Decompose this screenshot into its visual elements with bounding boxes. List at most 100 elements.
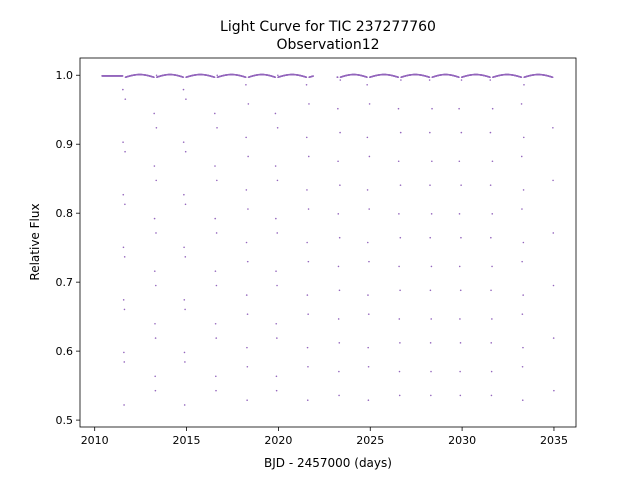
data-point: [489, 76, 491, 78]
data-point: [244, 76, 247, 79]
y-axis: 0.5 0.6 0.7 0.8 0.9 1.0: [56, 69, 80, 427]
data-point: [182, 76, 185, 78]
data-point: [368, 103, 371, 105]
data-point: [215, 284, 218, 287]
data-point: [398, 213, 400, 215]
data-point: [430, 370, 432, 373]
data-point: [306, 294, 309, 296]
data-point: [215, 232, 218, 234]
data-point: [520, 103, 523, 105]
data-point: [553, 389, 555, 392]
y-tick-label: 0.7: [56, 276, 74, 289]
data-point: [397, 107, 400, 110]
data-point: [428, 79, 431, 81]
data-point: [182, 141, 185, 143]
data-point: [245, 189, 248, 191]
data-point: [491, 107, 494, 110]
data-point: [339, 131, 341, 134]
data-point: [552, 337, 555, 339]
data-point: [123, 308, 126, 311]
data-point: [522, 241, 525, 244]
data-point: [307, 208, 310, 210]
data-point: [275, 389, 278, 392]
data-point: [458, 107, 460, 110]
data-point: [521, 260, 523, 263]
data-point: [155, 74, 158, 77]
data-point: [307, 260, 310, 263]
data-point: [489, 131, 492, 134]
data-point: [458, 76, 460, 79]
data-point: [459, 289, 462, 292]
data-point: [183, 193, 185, 196]
data-point: [184, 150, 187, 153]
data-point: [337, 265, 340, 268]
data-point: [523, 84, 525, 86]
data-point: [399, 184, 402, 186]
data-point: [397, 160, 400, 163]
data-point: [459, 394, 462, 397]
data-point: [155, 127, 158, 129]
data-point: [307, 313, 309, 315]
data-point: [398, 370, 401, 373]
data-point: [367, 346, 369, 349]
data-points: [101, 73, 555, 406]
data-point: [459, 342, 462, 344]
data-point: [491, 265, 493, 268]
data-point: [552, 127, 554, 129]
data-point: [184, 361, 186, 363]
data-point: [121, 75, 124, 77]
data-point: [367, 365, 370, 368]
data-point: [183, 299, 186, 301]
y-axis-label: Relative Flux: [28, 203, 42, 280]
data-point: [429, 184, 431, 186]
data-point: [459, 318, 461, 320]
data-point: [214, 217, 217, 220]
data-point: [490, 236, 492, 239]
data-point: [276, 179, 279, 182]
data-point: [276, 232, 279, 234]
data-point: [399, 342, 401, 344]
data-point: [308, 103, 310, 105]
data-point: [338, 370, 340, 373]
data-point: [246, 313, 249, 315]
data-point: [124, 98, 127, 100]
data-point: [520, 155, 523, 158]
data-point: [275, 270, 277, 272]
data-point: [154, 337, 157, 339]
data-point: [338, 342, 341, 344]
data-point: [274, 165, 277, 167]
data-point: [153, 165, 156, 167]
data-point: [153, 76, 155, 79]
data-point: [521, 208, 523, 210]
data-point: [339, 184, 341, 186]
data-point: [153, 217, 156, 220]
data-point: [246, 365, 249, 368]
x-tick-label: 2030: [448, 434, 476, 447]
data-point: [216, 74, 219, 77]
data-point: [184, 256, 187, 258]
y-tick-label: 0.6: [56, 345, 74, 358]
data-point: [153, 270, 156, 272]
data-point: [521, 365, 524, 368]
data-point: [183, 246, 185, 249]
x-axis: 2010 2015 2020 2025 2030 2035: [81, 427, 568, 447]
y-tick-label: 1.0: [56, 69, 74, 82]
data-point: [306, 189, 308, 191]
data-point: [183, 351, 186, 354]
data-point: [366, 189, 369, 191]
data-point: [429, 131, 431, 134]
data-point: [214, 165, 216, 167]
y-tick-label: 0.5: [56, 414, 74, 427]
data-point: [122, 246, 125, 249]
data-point: [366, 136, 369, 139]
data-point: [274, 112, 277, 115]
data-point: [431, 160, 433, 163]
data-point: [430, 394, 432, 397]
data-point: [275, 375, 278, 378]
data-point: [490, 394, 493, 397]
data-point: [245, 294, 248, 296]
data-point: [124, 203, 126, 206]
data-point: [522, 346, 524, 349]
data-point: [213, 76, 216, 79]
data-point: [429, 236, 432, 239]
